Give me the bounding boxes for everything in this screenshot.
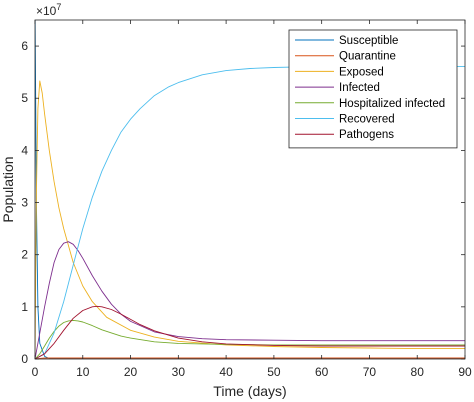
y-axis-label: Population — [0, 156, 16, 222]
y-tick-label: 4 — [21, 143, 28, 157]
legend-label: Pathogens — [339, 129, 394, 141]
x-tick-label: 50 — [267, 365, 281, 379]
legend-label: Quarantine — [339, 51, 396, 63]
exponent-base: ×10 — [36, 4, 57, 18]
x-tick-label: 40 — [219, 365, 233, 379]
y-tick-label: 5 — [21, 91, 28, 105]
x-tick-label: 80 — [411, 365, 425, 379]
legend-label: Recovered — [339, 114, 395, 126]
legend-label: Hospitalized infected — [339, 98, 445, 110]
y-tick-label: 3 — [21, 196, 28, 210]
y-exponent-label: ×107 — [36, 2, 61, 18]
legend-label: Exposed — [339, 66, 384, 78]
legend-label: Infected — [339, 82, 380, 94]
axes-box — [34, 19, 466, 360]
exponent-power: 7 — [56, 2, 61, 12]
x-tick-label: 20 — [124, 365, 138, 379]
x-tick-label: 70 — [363, 365, 377, 379]
y-tick-label: 1 — [21, 300, 28, 314]
legend-box — [288, 29, 458, 149]
x-axis-label: Time (days) — [213, 383, 286, 399]
legend-label: Susceptible — [339, 35, 398, 47]
x-tick-label: 0 — [32, 365, 39, 379]
x-tick-label: 90 — [458, 365, 472, 379]
legend: Susceptible Quarantine Exposed Infected Hosp… — [288, 29, 458, 149]
y-tick-label: 0 — [21, 352, 28, 366]
ticks-layer: 0 10 20 30 40 50 60 70 80 90 0 1 2 3 4 5 6 — [21, 20, 472, 379]
x-tick-label: 30 — [172, 365, 186, 379]
x-tick-label: 10 — [76, 365, 90, 379]
series-line-hospitalized-infected — [35, 319, 465, 359]
series-line-exposed — [35, 80, 465, 359]
series-line-pathogens — [35, 305, 465, 359]
y-tick-label: 2 — [21, 248, 28, 262]
series-line-infected — [35, 241, 465, 359]
y-tick-label: 6 — [21, 39, 28, 53]
x-tick-label: 60 — [315, 365, 329, 379]
